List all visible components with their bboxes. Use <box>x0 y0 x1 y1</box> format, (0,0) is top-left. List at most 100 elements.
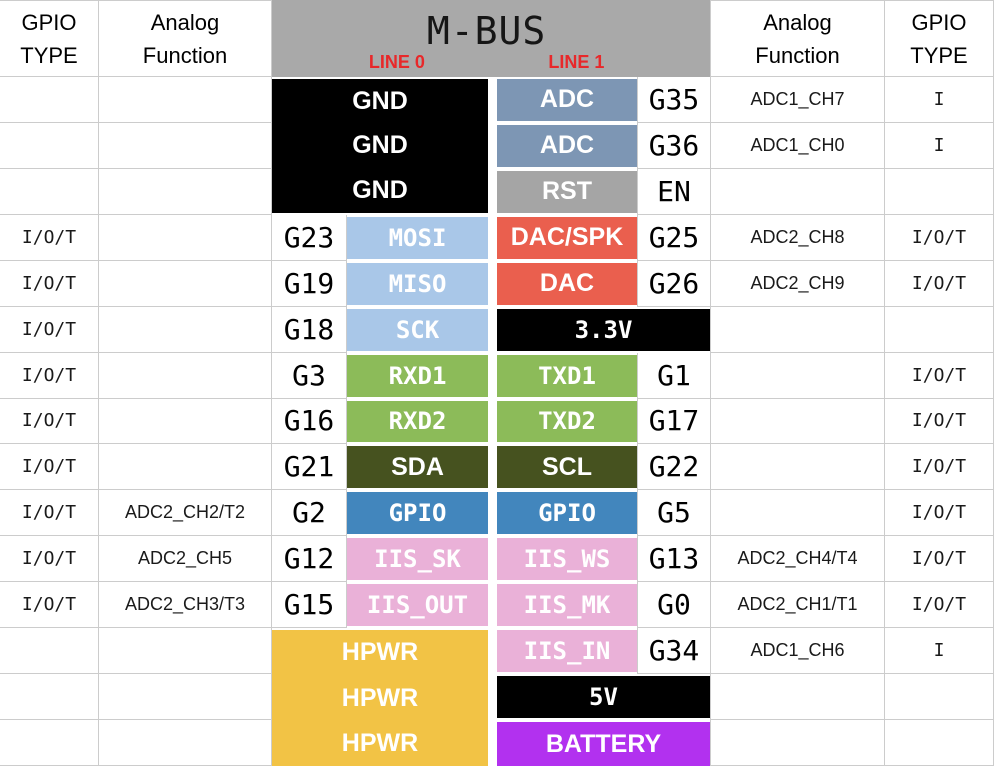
pin-number-g0: G0 <box>637 582 710 629</box>
analog-right-cell <box>710 168 885 215</box>
pin-label-dac: DAC <box>497 262 637 305</box>
gpio-type-right-cell: I/O/T <box>885 444 994 491</box>
pin-number-g23: G23 <box>272 214 347 261</box>
analog-right-cell: ADC2_CH1/T1 <box>710 582 885 629</box>
pin-label-rxd1: RXD1 <box>347 354 488 397</box>
gpio-type-right-cell <box>885 306 994 353</box>
analog-left-cell <box>99 214 272 261</box>
pin-number-g19: G19 <box>272 260 347 307</box>
analog-left-cell <box>99 122 272 169</box>
header-line: TYPE <box>910 42 968 68</box>
gpio-type-right-cell: I <box>885 77 994 123</box>
analog-left-cell: ADC2_CH2/T2 <box>99 490 272 537</box>
analog-left-cell <box>99 352 272 399</box>
pin-number-g5: G5 <box>637 490 710 537</box>
gpio-type-left-cell: I/O/T <box>0 536 99 583</box>
analog-right-cell: ADC2_CH4/T4 <box>710 536 885 583</box>
pin-label-battery: BATTERY <box>497 722 710 766</box>
analog-left-cell <box>99 674 272 721</box>
gpio-type-left-cell: I/O/T <box>0 444 99 491</box>
gpio-type-right-cell: I/O/T <box>885 260 994 307</box>
pin-number-g17: G17 <box>637 398 710 445</box>
gpio-type-left-cell: I/O/T <box>0 398 99 445</box>
analog-right-cell: ADC2_CH9 <box>710 260 885 307</box>
gpio-type-right-cell: I/O/T <box>885 398 994 445</box>
header-line: GPIO <box>21 9 77 35</box>
header-line: TYPE <box>20 42 78 68</box>
gpio-type-right-cell: I/O/T <box>885 536 994 583</box>
analog-left-cell <box>99 260 272 307</box>
pin-label-txd1: TXD1 <box>497 354 637 397</box>
pin-number-g12: G12 <box>272 536 347 583</box>
analog-left-cell <box>99 628 272 675</box>
pin-number-g1: G1 <box>637 352 710 399</box>
analog-right-cell: ADC1_CH0 <box>710 122 885 169</box>
pin-number-en: EN <box>637 168 710 215</box>
pin-number-g26: G26 <box>637 260 710 307</box>
line0-label: LINE 0 <box>368 52 425 72</box>
analog-left-cell <box>99 168 272 215</box>
gpio-type-right-cell: I <box>885 122 994 169</box>
gpio-type-right-cell: I/O/T <box>885 214 994 261</box>
pin-label-hpwr: HPWR <box>341 638 419 667</box>
pin-label-adc: ADC <box>497 124 637 167</box>
pin-number-g13: G13 <box>637 536 710 583</box>
pin-label-gnd: GND <box>352 131 408 160</box>
header-gpio-type-left: GPIO TYPE <box>0 0 99 77</box>
gpio-type-left-cell <box>0 628 99 675</box>
analog-left-cell <box>99 398 272 445</box>
gpio-type-left-cell <box>0 122 99 169</box>
pin-label-gnd: GND <box>352 86 408 115</box>
pin-number-g22: G22 <box>637 444 710 491</box>
analog-right-cell <box>710 306 885 353</box>
pin-label-hpwr: HPWR <box>341 728 419 757</box>
gpio-type-left-cell: I/O/T <box>0 582 99 629</box>
pin-label-3v3: 3.3V <box>497 308 710 351</box>
pin-number-g36: G36 <box>637 122 710 169</box>
pin-label-5v: 5V <box>497 676 710 719</box>
header-line: Function <box>755 42 840 68</box>
pin-number-g16: G16 <box>272 398 347 445</box>
pin-label-rst: RST <box>497 170 637 213</box>
pin-number-g15: G15 <box>272 582 347 629</box>
pin-label-miso: MISO <box>347 262 488 305</box>
analog-right-cell <box>710 352 885 399</box>
gpio-type-left-cell <box>0 720 99 766</box>
pin-label-iis-mk: IIS_MK <box>497 584 637 627</box>
pin-label-gpio: GPIO <box>347 492 488 535</box>
analog-right-cell: ADC1_CH7 <box>710 77 885 123</box>
pin-number-g35: G35 <box>637 77 710 123</box>
header-line: GPIO <box>911 9 967 35</box>
pin-label-adc: ADC <box>497 79 637 121</box>
analog-right-cell <box>710 444 885 491</box>
pin-label-mosi: MOSI <box>347 216 488 259</box>
gpio-type-left-cell: I/O/T <box>0 214 99 261</box>
gpio-type-left-cell: I/O/T <box>0 306 99 353</box>
analog-right-cell <box>710 674 885 721</box>
pin-number-g25: G25 <box>637 214 710 261</box>
line1-label: LINE 1 <box>548 52 605 72</box>
pin-label-gpio: GPIO <box>497 492 637 535</box>
hpwr-block: HPWR HPWR HPWR <box>272 630 488 766</box>
pin-label-iis-out: IIS_OUT <box>347 584 488 627</box>
gpio-type-right-cell <box>885 720 994 766</box>
pin-label-scl: SCL <box>497 446 637 489</box>
gpio-type-right-cell: I <box>885 628 994 675</box>
analog-right-cell <box>710 720 885 766</box>
analog-right-cell <box>710 490 885 537</box>
analog-left-cell: ADC2_CH3/T3 <box>99 582 272 629</box>
mbus-title: M-BUS <box>426 9 547 53</box>
header-gpio-type-right: GPIO TYPE <box>885 0 994 77</box>
gpio-type-left-cell: I/O/T <box>0 490 99 537</box>
gpio-type-right-cell <box>885 168 994 215</box>
gnd-block: GND GND GND <box>272 79 488 213</box>
analog-right-cell <box>710 398 885 445</box>
header-line: Analog <box>763 9 832 35</box>
pin-number-g21: G21 <box>272 444 347 491</box>
pin-label-sck: SCK <box>347 308 488 351</box>
analog-left-cell <box>99 444 272 491</box>
header-analog-right: Analog Function <box>710 0 885 77</box>
pin-label-txd2: TXD2 <box>497 400 637 443</box>
